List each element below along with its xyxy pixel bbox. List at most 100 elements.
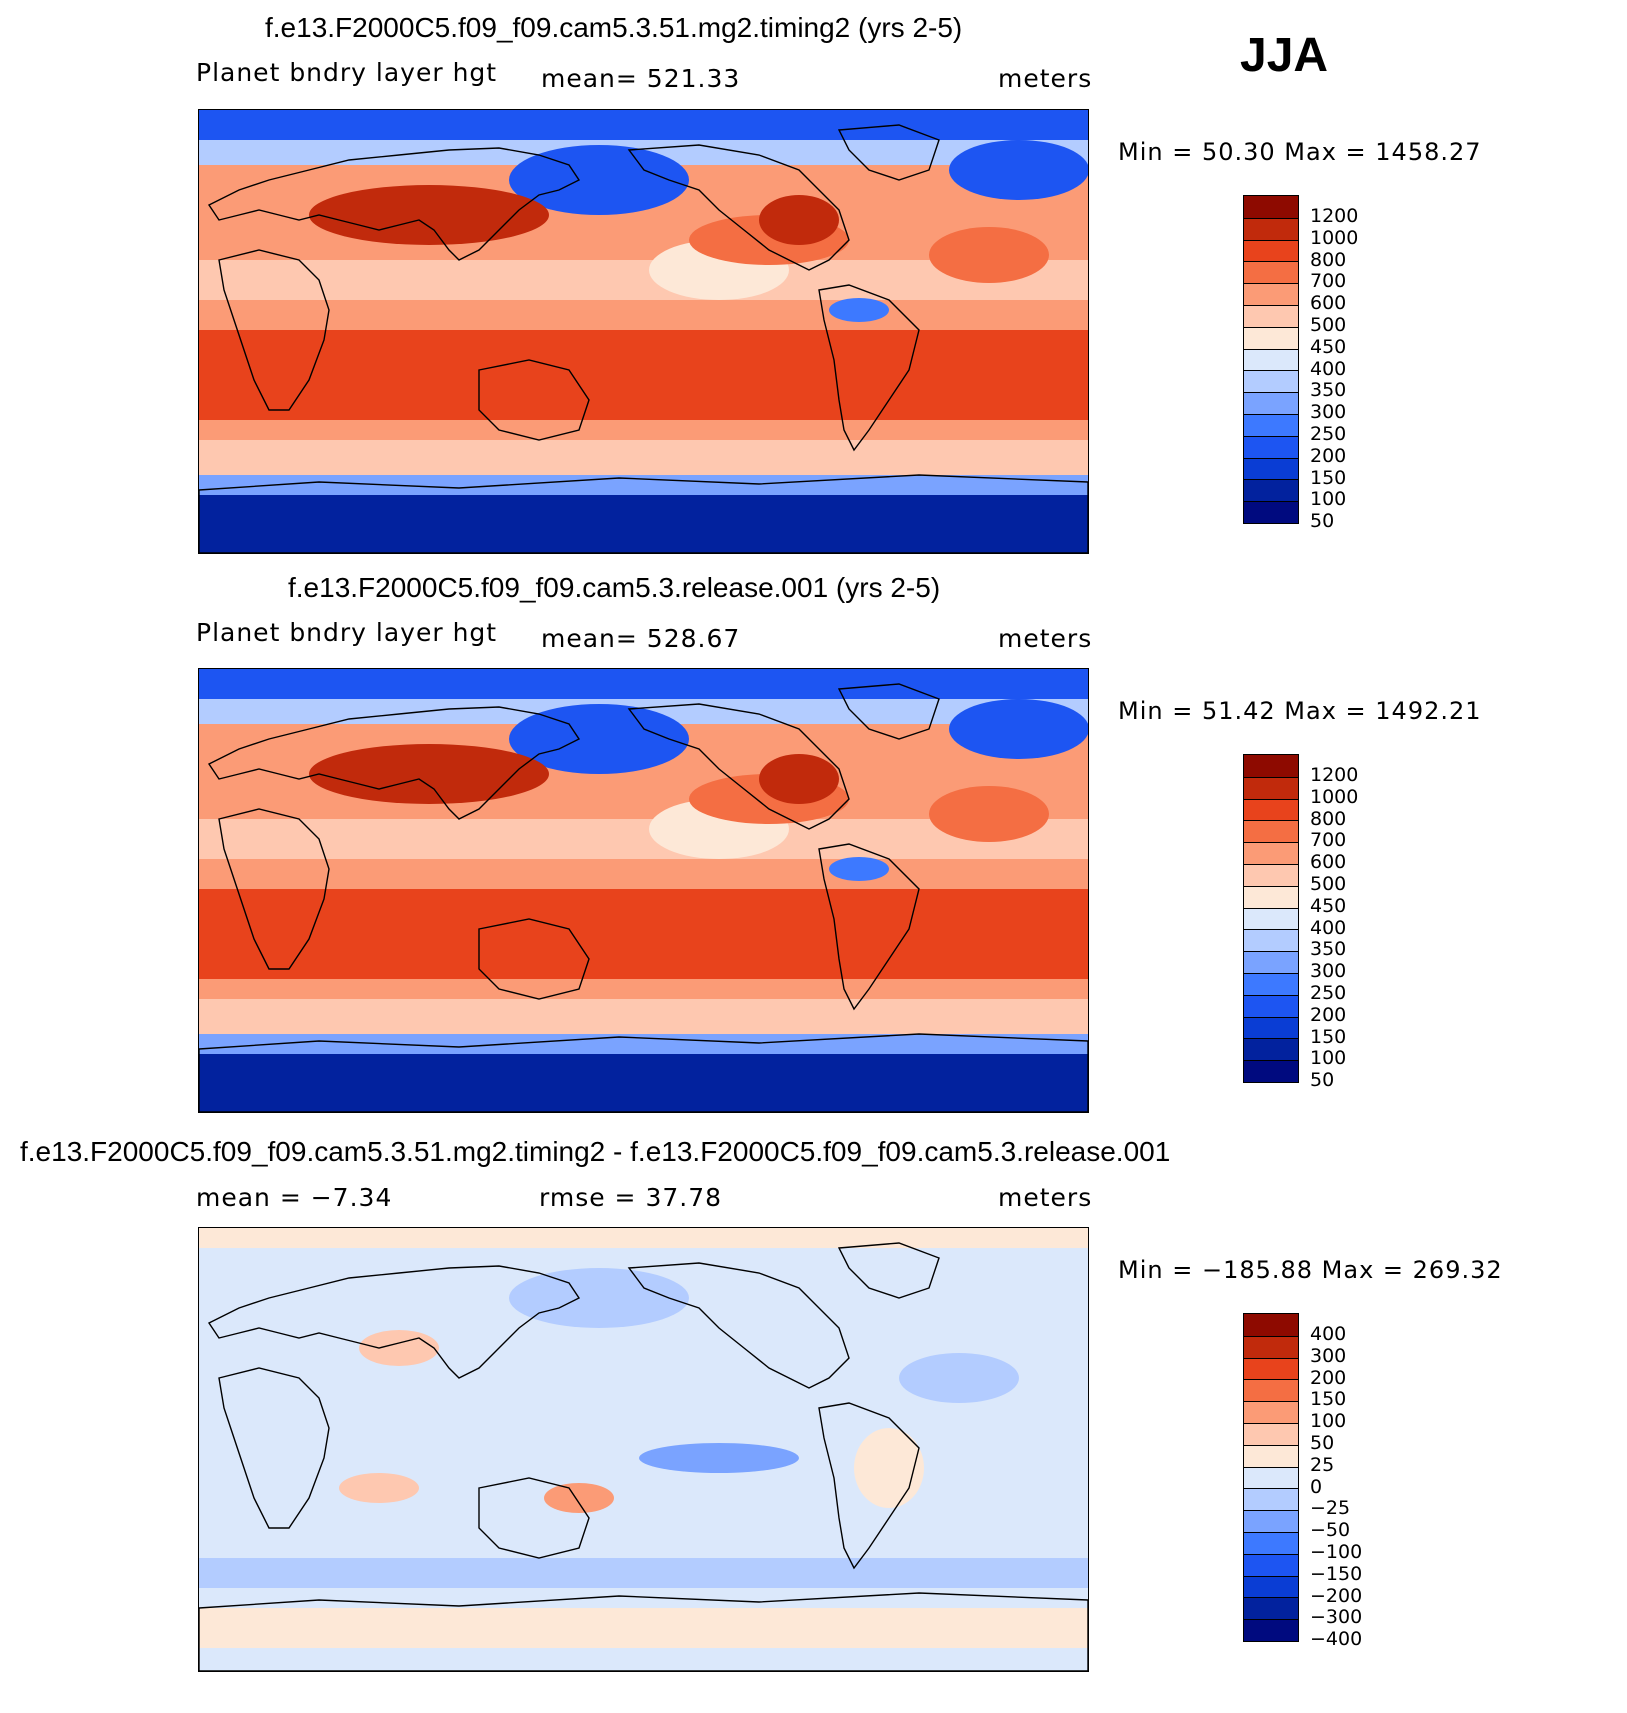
colorbar-tick-label: −300 — [1310, 1606, 1363, 1629]
colorbar-tick-label: 300 — [1310, 401, 1347, 424]
colorbar-tick-label: 50 — [1310, 1069, 1335, 1092]
map-plot — [198, 1227, 1089, 1672]
colorbar-swatch — [1244, 1357, 1298, 1380]
colorbar-tick-label: 800 — [1310, 248, 1347, 271]
colorbar-swatch — [1244, 1379, 1298, 1402]
colorbar-tick-label: 100 — [1310, 488, 1347, 511]
colorbar-swatch — [1244, 196, 1298, 218]
colorbar-tick-label: 150 — [1310, 1025, 1347, 1048]
map-canvas — [199, 110, 1088, 553]
colorbar-swatch — [1244, 261, 1298, 284]
colorbar-swatch — [1244, 1314, 1298, 1336]
colorbar-swatch — [1244, 239, 1298, 262]
colorbar-swatch — [1244, 1038, 1298, 1061]
variable-label: Planet bndry layer hgt — [196, 618, 498, 647]
colorbar-swatch — [1244, 457, 1298, 480]
panel-title: f.e13.F2000C5.f09_f09.cam5.3.51.mg2.timi… — [265, 12, 963, 43]
colorbar-swatch — [1244, 907, 1298, 930]
colorbar-swatch — [1244, 348, 1298, 371]
colorbar-swatch — [1244, 1466, 1298, 1489]
colorbar-tick-label: 1200 — [1310, 205, 1359, 227]
colorbar-swatch — [1244, 1510, 1298, 1532]
colorbar-tick-label: 700 — [1310, 270, 1347, 293]
colorbar-swatch — [1244, 842, 1298, 864]
colorbar-tick-label: 1000 — [1310, 226, 1359, 249]
colorbar-swatch — [1244, 370, 1298, 393]
colorbar-tick-label: 400 — [1310, 916, 1347, 939]
colorbar-swatch — [1244, 1553, 1298, 1576]
colorbar-tick-label: 400 — [1310, 1323, 1347, 1345]
colorbar-tick-label: −150 — [1310, 1562, 1363, 1585]
colorbar-swatch — [1244, 326, 1298, 349]
min-max-label: Min = 51.42 Max = 1492.21 — [1118, 697, 1482, 725]
season-label: JJA — [1240, 29, 1329, 82]
colorbar-tick-label: 200 — [1310, 1003, 1347, 1026]
colorbar-swatch — [1244, 304, 1298, 327]
colorbar-swatch — [1244, 820, 1298, 843]
mean-label: mean = −7.34 — [196, 1183, 393, 1212]
colorbar-tick-label: 150 — [1310, 466, 1347, 489]
colorbar-tick-label: 450 — [1310, 335, 1347, 358]
colorbar-tick-label: 350 — [1310, 379, 1347, 402]
colorbar-swatch — [1244, 1488, 1298, 1511]
colorbar — [1243, 195, 1299, 524]
colorbar-tick-label: −25 — [1310, 1497, 1351, 1520]
colorbar-tick-label: 25 — [1310, 1453, 1335, 1476]
colorbar-swatch — [1244, 1422, 1298, 1445]
min-max-label: Min = 50.30 Max = 1458.27 — [1118, 138, 1482, 166]
map-canvas — [199, 1228, 1088, 1671]
colorbar-swatch — [1244, 1531, 1298, 1554]
colorbar-swatch — [1244, 1575, 1298, 1598]
min-max-label: Min = −185.88 Max = 269.32 — [1118, 1256, 1503, 1284]
colorbar-swatch — [1244, 1619, 1298, 1641]
colorbar-swatch — [1244, 972, 1298, 995]
map-canvas — [199, 669, 1088, 1112]
colorbar — [1243, 754, 1299, 1083]
colorbar-tick-label: 450 — [1310, 894, 1347, 917]
colorbar-swatch — [1244, 479, 1298, 502]
colorbar-swatch — [1244, 435, 1298, 458]
mean-label: mean= 521.33 — [541, 64, 741, 93]
colorbar-swatch — [1244, 798, 1298, 821]
colorbar-tick-label: −100 — [1310, 1541, 1363, 1563]
colorbar-tick-label: 300 — [1310, 960, 1347, 983]
colorbar-swatch — [1244, 1401, 1298, 1423]
colorbar-tick-label: −50 — [1310, 1519, 1351, 1542]
colorbar-swatch — [1244, 1016, 1298, 1039]
colorbar-tick-label: 200 — [1310, 1366, 1347, 1389]
map-plot — [198, 109, 1089, 554]
colorbar-tick-label: 300 — [1310, 1344, 1347, 1367]
colorbar-tick-label: 1000 — [1310, 785, 1359, 808]
colorbar-swatch — [1244, 929, 1298, 952]
colorbar-swatch — [1244, 776, 1298, 799]
colorbar-tick-label: 600 — [1310, 851, 1347, 874]
colorbar-tick-label: 100 — [1310, 1047, 1347, 1070]
colorbar-swatch — [1244, 885, 1298, 908]
colorbar-swatch — [1244, 1060, 1298, 1082]
units-label: meters — [998, 1183, 1093, 1212]
colorbar-tick-label: 50 — [1310, 1432, 1335, 1454]
colorbar-tick-label: 700 — [1310, 829, 1347, 852]
rmse-label: rmse = 37.78 — [539, 1183, 723, 1212]
panel-title: f.e13.F2000C5.f09_f09.cam5.3.release.001… — [288, 572, 941, 603]
mean-label: mean= 528.67 — [541, 624, 741, 653]
colorbar-tick-label: 350 — [1310, 938, 1347, 961]
colorbar-swatch — [1244, 501, 1298, 523]
colorbar-swatch — [1244, 413, 1298, 436]
colorbar-tick-label: 150 — [1310, 1388, 1347, 1411]
colorbar-swatch — [1244, 283, 1298, 305]
units-label: meters — [998, 624, 1093, 653]
colorbar-swatch — [1244, 755, 1298, 777]
colorbar-swatch — [1244, 1335, 1298, 1358]
colorbar-tick-label: 600 — [1310, 292, 1347, 315]
colorbar-swatch — [1244, 994, 1298, 1017]
colorbar-tick-label: 250 — [1310, 423, 1347, 445]
map-plot — [198, 668, 1089, 1113]
variable-label: Planet bndry layer hgt — [196, 58, 498, 87]
colorbar-tick-label: 1200 — [1310, 764, 1359, 786]
colorbar-swatch — [1244, 217, 1298, 240]
colorbar-tick-label: −400 — [1310, 1628, 1363, 1651]
colorbar-tick-label: 500 — [1310, 873, 1347, 895]
colorbar-tick-label: 800 — [1310, 807, 1347, 830]
colorbar-tick-label: 0 — [1310, 1475, 1323, 1498]
